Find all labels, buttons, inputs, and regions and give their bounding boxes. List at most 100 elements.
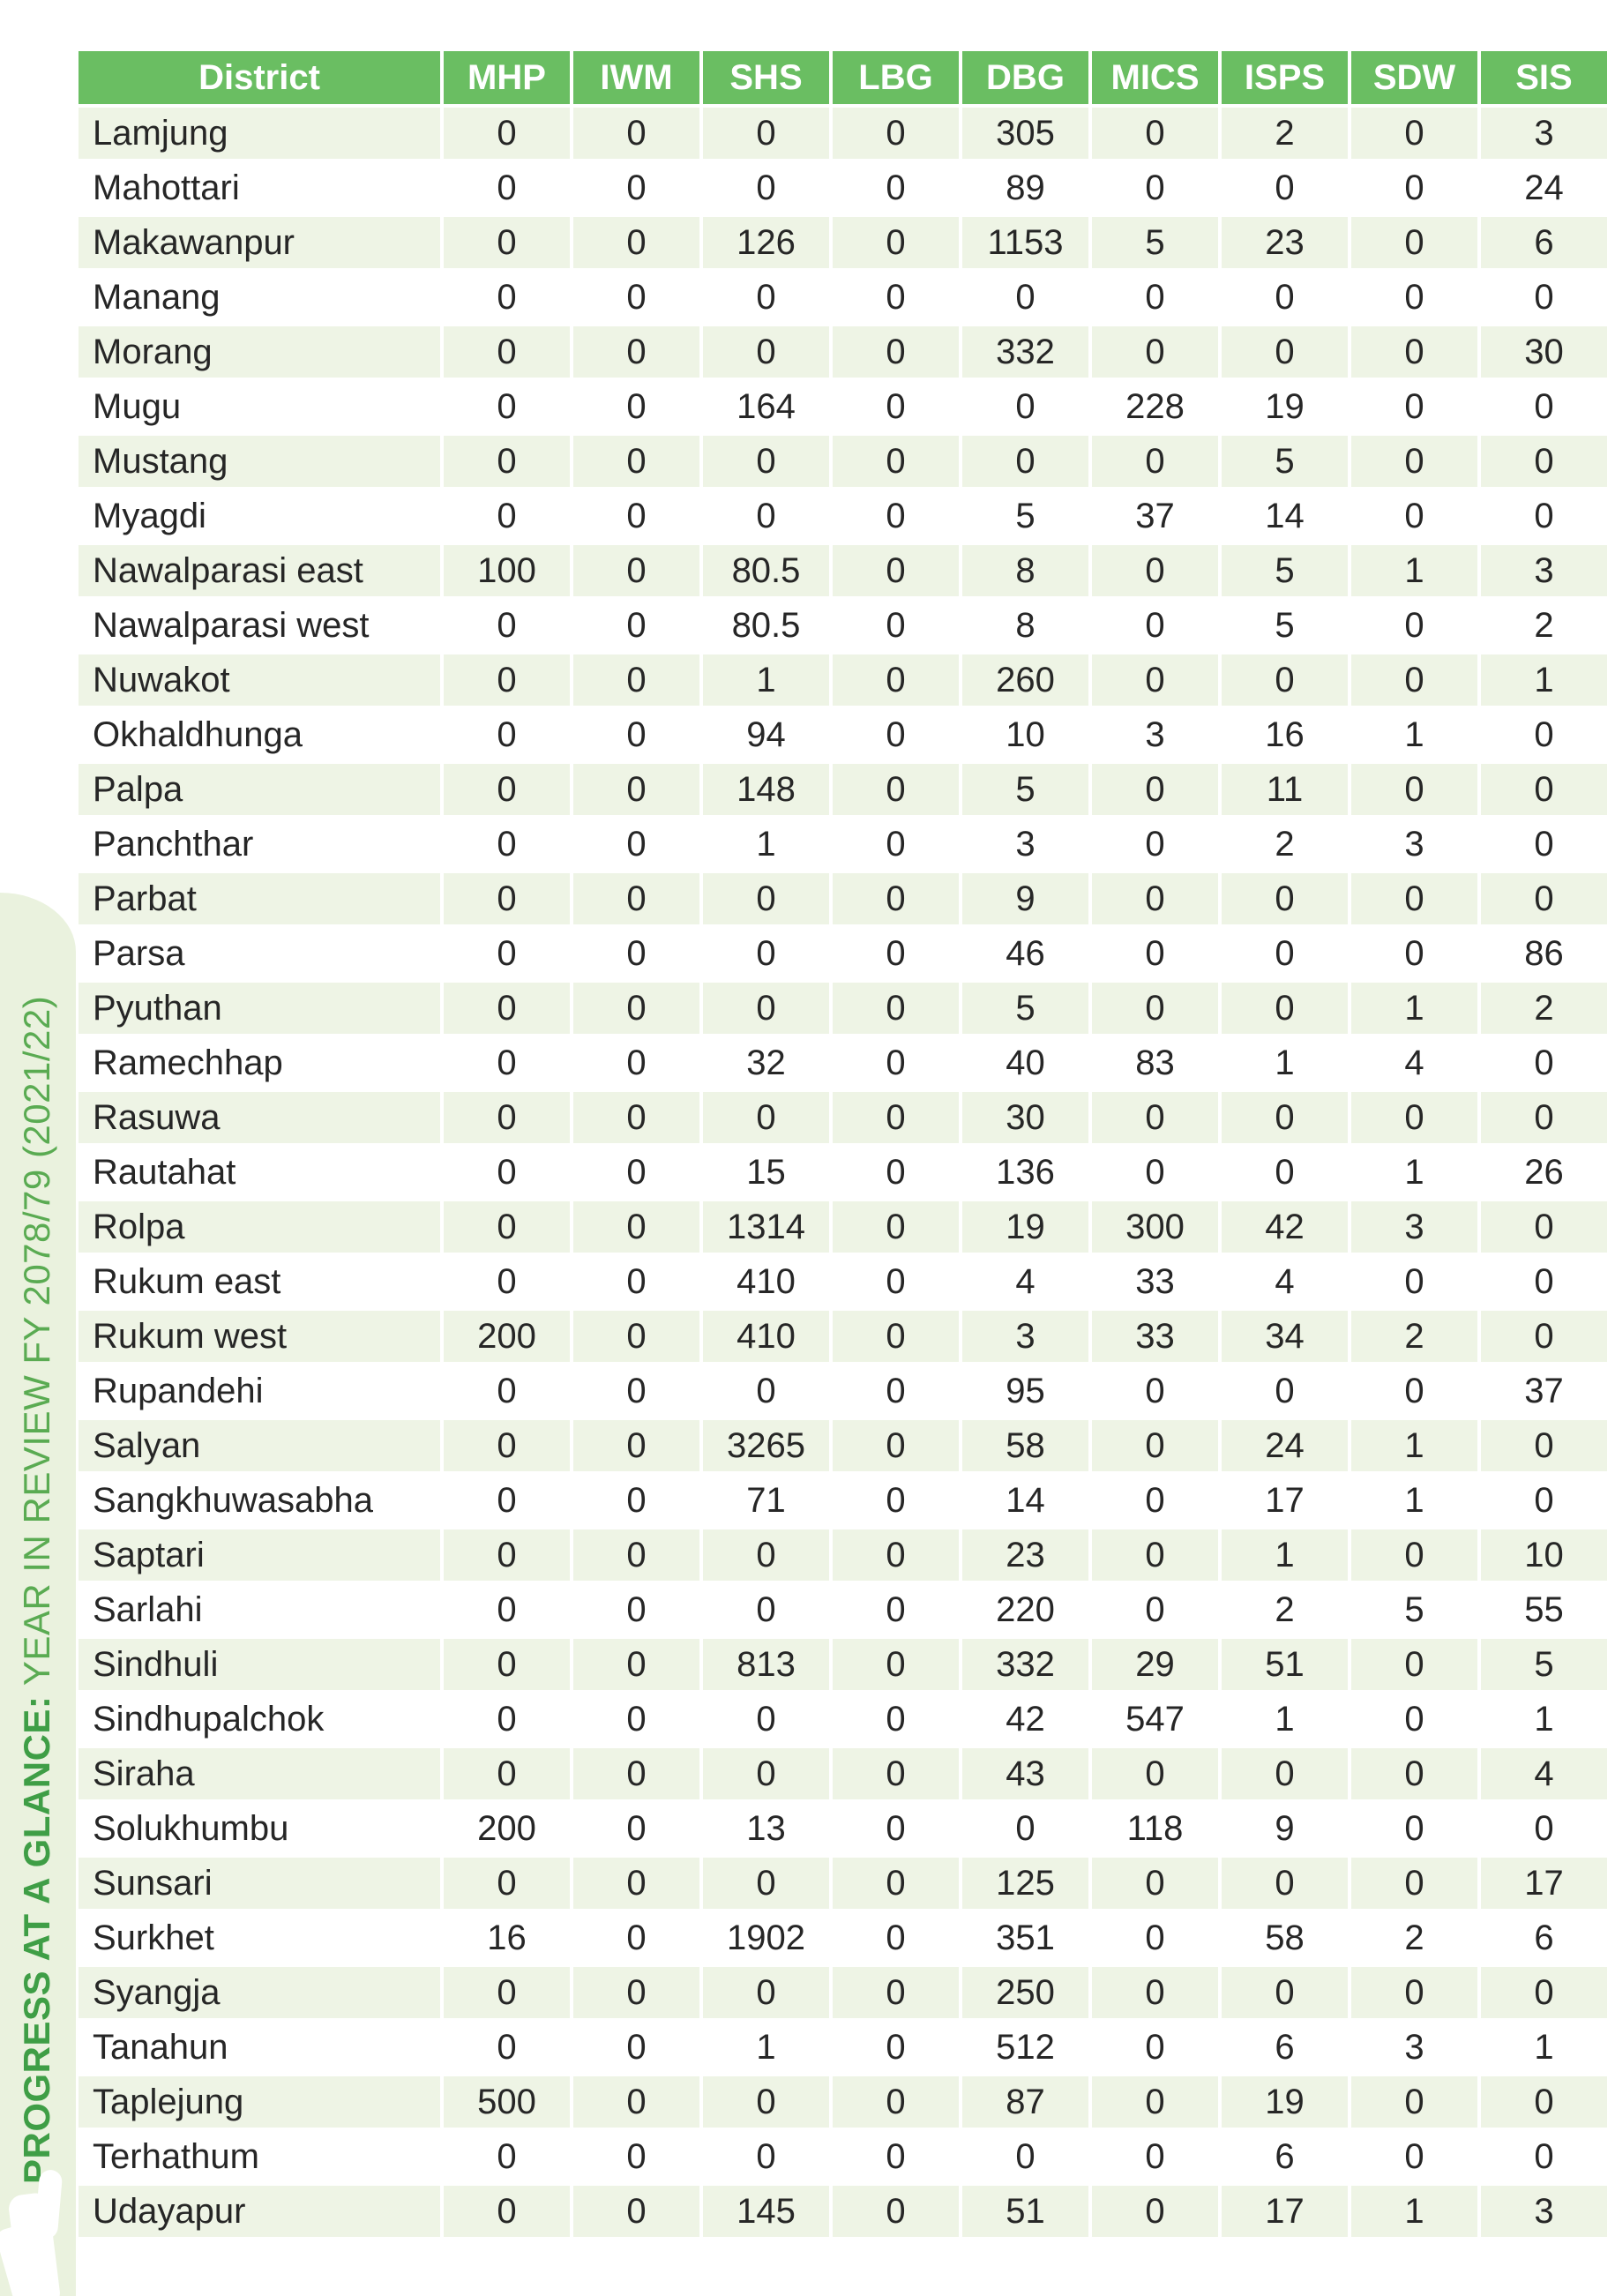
column-header-mhp: MHP — [444, 51, 570, 104]
value-cell: 19 — [1222, 381, 1348, 432]
value-cell: 0 — [1481, 2131, 1607, 2182]
district-cell: Sindhuli — [79, 1639, 440, 1690]
value-cell: 2 — [1222, 819, 1348, 870]
value-cell: 0 — [444, 764, 570, 815]
value-cell: 0 — [703, 873, 829, 924]
value-cell: 0 — [833, 709, 959, 760]
value-cell: 0 — [444, 2186, 570, 2237]
district-cell: Sarlahi — [79, 1584, 440, 1635]
value-cell: 0 — [1351, 1967, 1477, 2018]
value-cell: 125 — [962, 1858, 1088, 1909]
value-cell: 0 — [1351, 873, 1477, 924]
value-cell: 0 — [1351, 654, 1477, 706]
value-cell: 24 — [1481, 162, 1607, 213]
value-cell: 0 — [573, 983, 699, 1034]
value-cell: 0 — [444, 1858, 570, 1909]
value-cell: 0 — [833, 1967, 959, 2018]
value-cell: 547 — [1092, 1694, 1218, 1745]
value-cell: 83 — [1092, 1037, 1218, 1088]
value-cell: 0 — [833, 2076, 959, 2128]
value-cell: 0 — [1092, 108, 1218, 159]
value-cell: 14 — [1222, 490, 1348, 542]
table-row: Siraha 0 0 0 0 43 0 0 0 4 — [79, 1748, 1607, 1799]
value-cell: 42 — [1222, 1201, 1348, 1253]
value-cell: 0 — [833, 1639, 959, 1690]
value-cell: 0 — [573, 1201, 699, 1253]
value-cell: 2 — [1222, 1584, 1348, 1635]
column-header-isps: ISPS — [1222, 51, 1348, 104]
district-cell: Sindhupalchok — [79, 1694, 440, 1745]
value-cell: 0 — [573, 764, 699, 815]
table-row: Saptari 0 0 0 0 23 0 1 0 10 — [79, 1529, 1607, 1581]
value-cell: 3265 — [703, 1420, 829, 1471]
value-cell: 0 — [444, 490, 570, 542]
value-cell: 0 — [833, 1311, 959, 1362]
value-cell: 0 — [1092, 326, 1218, 378]
district-cell: Saptari — [79, 1529, 440, 1581]
value-cell: 0 — [703, 272, 829, 323]
district-cell: Mustang — [79, 436, 440, 487]
value-cell: 5 — [1351, 1584, 1477, 1635]
value-cell: 3 — [1351, 2022, 1477, 2073]
value-cell: 0 — [573, 600, 699, 651]
value-cell: 0 — [573, 1912, 699, 1963]
value-cell: 0 — [1351, 1858, 1477, 1909]
district-cell: Sangkhuwasabha — [79, 1475, 440, 1526]
value-cell: 9 — [962, 873, 1088, 924]
value-cell: 0 — [833, 2186, 959, 2237]
table-row: Rolpa 0 0 1314 0 19 300 42 3 0 — [79, 1201, 1607, 1253]
value-cell: 0 — [573, 1584, 699, 1635]
district-cell: Salyan — [79, 1420, 440, 1471]
value-cell: 0 — [1092, 1475, 1218, 1526]
value-cell: 0 — [703, 108, 829, 159]
value-cell: 0 — [833, 1694, 959, 1745]
value-cell: 0 — [1092, 162, 1218, 213]
value-cell: 23 — [962, 1529, 1088, 1581]
table-row: Rukum east 0 0 410 0 4 33 4 0 0 — [79, 1256, 1607, 1307]
value-cell: 410 — [703, 1256, 829, 1307]
value-cell: 3 — [1351, 819, 1477, 870]
value-cell: 2 — [1351, 1311, 1477, 1362]
value-cell: 1 — [1351, 2186, 1477, 2237]
value-cell: 80.5 — [703, 545, 829, 596]
value-cell: 0 — [833, 983, 959, 1034]
value-cell: 94 — [703, 709, 829, 760]
value-cell: 1 — [1351, 1420, 1477, 1471]
value-cell: 37 — [1481, 1365, 1607, 1417]
value-cell: 0 — [573, 162, 699, 213]
value-cell: 0 — [444, 1967, 570, 2018]
value-cell: 0 — [833, 1529, 959, 1581]
value-cell: 8 — [962, 600, 1088, 651]
value-cell: 0 — [573, 2186, 699, 2237]
value-cell: 0 — [1481, 1311, 1607, 1362]
value-cell: 4 — [1351, 1037, 1477, 1088]
district-cell: Udayapur — [79, 2186, 440, 2237]
value-cell: 0 — [573, 217, 699, 268]
value-cell: 0 — [444, 600, 570, 651]
value-cell: 260 — [962, 654, 1088, 706]
header-row: District MHP IWM SHS LBG DBG MICS ISPS SDW SIS — [79, 51, 1607, 104]
value-cell: 0 — [444, 2022, 570, 2073]
district-cell: Myagdi — [79, 490, 440, 542]
value-cell: 0 — [833, 272, 959, 323]
value-cell: 1153 — [962, 217, 1088, 268]
value-cell: 0 — [833, 1256, 959, 1307]
value-cell: 0 — [444, 1748, 570, 1799]
value-cell: 0 — [1092, 545, 1218, 596]
value-cell: 0 — [444, 108, 570, 159]
value-cell: 1 — [1351, 1475, 1477, 1526]
value-cell: 0 — [962, 381, 1088, 432]
table-row: Rupandehi 0 0 0 0 95 0 0 0 37 — [79, 1365, 1607, 1417]
value-cell: 0 — [1092, 2022, 1218, 2073]
district-cell: Taplejung — [79, 2076, 440, 2128]
value-cell: 0 — [573, 1858, 699, 1909]
value-cell: 0 — [1481, 709, 1607, 760]
table-row: Mahottari 0 0 0 0 89 0 0 0 24 — [79, 162, 1607, 213]
value-cell: 0 — [444, 1584, 570, 1635]
value-cell: 19 — [962, 1201, 1088, 1253]
value-cell: 0 — [833, 1037, 959, 1088]
value-cell: 2 — [1222, 108, 1348, 159]
value-cell: 0 — [573, 436, 699, 487]
value-cell: 5 — [962, 764, 1088, 815]
value-cell: 3 — [962, 1311, 1088, 1362]
